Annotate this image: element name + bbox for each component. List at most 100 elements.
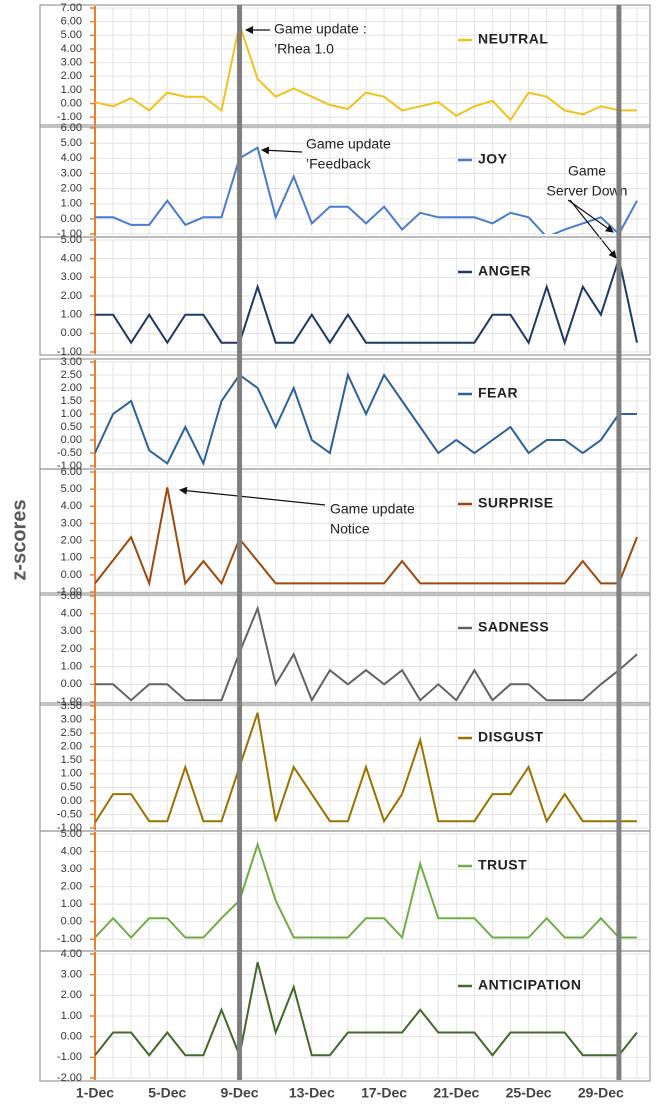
y-tick-label: 4.00 (61, 845, 82, 857)
x-tick-label: 13-Dec (289, 1085, 335, 1101)
y-tick-label: 5.00 (61, 137, 82, 149)
y-tick-label: -2.00 (57, 1072, 82, 1084)
series-line (95, 962, 638, 1059)
x-tick-label: 1-Dec (76, 1085, 114, 1101)
series-line (95, 254, 638, 346)
legend-label: TRUST (478, 857, 527, 873)
y-tick-label: 0.00 (61, 213, 82, 225)
annotation: Notice (330, 521, 370, 537)
y-tick-label: 3.00 (61, 969, 82, 981)
legend-label: DISGUST (478, 729, 544, 745)
annotation: ’Rhea 1.0 (274, 41, 334, 57)
annotation: Game update : (274, 21, 367, 37)
y-tick-label: 2.00 (61, 741, 82, 753)
y-tick-label: 5.00 (61, 29, 82, 41)
panel-frame (39, 4, 651, 128)
y-tick-label: -0.50 (57, 808, 82, 820)
y-tick-label: 3.00 (61, 863, 82, 875)
y-tick-label: 1.50 (61, 754, 82, 766)
y-tick-label: 3.00 (61, 517, 82, 529)
y-tick-label: 6.00 (61, 122, 82, 134)
y-tick-label: 1.00 (61, 552, 82, 564)
series-line (95, 712, 637, 824)
y-tick-label: -1.00 (57, 933, 82, 945)
y-tick-label: 3.50 (61, 700, 82, 712)
y-tick-label: 0.00 (61, 97, 82, 109)
y-tick-label: 5.00 (61, 828, 82, 840)
y-tick-label: 2.50 (61, 727, 82, 739)
y-tick-label: 1.50 (61, 395, 82, 407)
annotation: ’Feedback (306, 156, 372, 172)
series-line (95, 371, 637, 466)
y-tick-label: 5.00 (61, 590, 82, 602)
y-tick-label: 6.00 (61, 16, 82, 28)
y-tick-label: 2.00 (61, 881, 82, 893)
panel-frame (39, 468, 651, 596)
x-tick-label: 25-Dec (506, 1085, 552, 1101)
y-tick-label: 3.00 (61, 56, 82, 68)
y-tick-label: 4.00 (61, 253, 82, 265)
legend-label: JOY (478, 151, 508, 167)
annotation: Server Down (547, 183, 628, 199)
annotation-arrow (179, 486, 326, 506)
x-tick-label: 29-Dec (578, 1085, 624, 1101)
x-tick-label: 5-Dec (148, 1085, 186, 1101)
y-tick-label: 4.00 (61, 948, 82, 960)
y-tick-label: 6.00 (61, 466, 82, 478)
y-tick-label: 4.00 (61, 608, 82, 620)
y-tick-label: 0.00 (61, 569, 82, 581)
y-tick-label: 2.00 (61, 382, 82, 394)
y-axis-title: z-scores (8, 499, 30, 580)
y-tick-label: 0.00 (61, 795, 82, 807)
y-tick-label: 2.00 (61, 290, 82, 302)
y-tick-label: -1.00 (57, 1051, 82, 1063)
y-tick-label: 2.00 (61, 534, 82, 546)
x-tick-label: 9-Dec (220, 1085, 258, 1101)
legend-label: NEUTRAL (478, 31, 548, 47)
y-tick-label: 0.50 (61, 781, 82, 793)
x-tick-label: 17-Dec (361, 1085, 407, 1101)
y-tick-label: 3.00 (61, 713, 82, 725)
y-tick-label: 1.00 (61, 898, 82, 910)
y-tick-label: -0.50 (57, 447, 82, 459)
y-tick-label: 3.00 (61, 167, 82, 179)
annotation-arrow (261, 146, 303, 155)
annotation-arrow (567, 199, 614, 233)
y-tick-label: 1.00 (61, 768, 82, 780)
x-tick-label: 21-Dec (433, 1085, 479, 1101)
y-tick-label: 1.00 (61, 309, 82, 321)
y-tick-label: 0.00 (61, 1031, 82, 1043)
y-tick-label: -1.00 (57, 346, 82, 358)
y-tick-label: 1.00 (61, 84, 82, 96)
legend-label: SADNESS (478, 619, 549, 635)
y-tick-label: 0.00 (61, 327, 82, 339)
legend-label: FEAR (478, 385, 518, 401)
annotation-arrow (569, 199, 617, 259)
series-line (95, 20, 637, 122)
y-tick-label: 1.00 (61, 198, 82, 210)
y-tick-label: 3.00 (61, 625, 82, 637)
annotation: Game update (330, 501, 415, 517)
y-tick-label: 0.00 (61, 678, 82, 690)
legend-label: SURPRISE (478, 495, 554, 511)
annotation: Game (568, 163, 606, 179)
y-tick-label: -1.00 (57, 696, 82, 708)
series-line (95, 146, 638, 234)
y-tick-label: 4.00 (61, 152, 82, 164)
series-line (95, 605, 638, 702)
y-tick-label: 2.00 (61, 643, 82, 655)
y-tick-label: -1.00 (57, 111, 82, 123)
y-tick-label: 4.00 (61, 43, 82, 55)
y-tick-label: 3.00 (61, 356, 82, 368)
legend-label: ANGER (478, 263, 531, 279)
y-tick-label: 0.00 (61, 434, 82, 446)
y-tick-label: 5.00 (61, 483, 82, 495)
series-line (95, 841, 637, 940)
legend-label: ANTICIPATION (478, 977, 581, 993)
y-tick-label: 7.00 (61, 2, 82, 14)
y-tick-label: 1.00 (61, 661, 82, 673)
y-tick-label: 4.00 (61, 500, 82, 512)
annotation: Game update (306, 136, 391, 152)
y-tick-label: -1.00 (57, 586, 82, 598)
